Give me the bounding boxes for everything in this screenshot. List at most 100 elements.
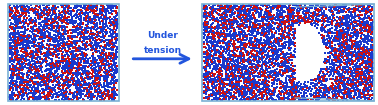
Point	[350, 79, 356, 81]
Point	[350, 51, 356, 53]
Point	[57, 12, 63, 14]
Point	[349, 90, 355, 92]
Point	[83, 83, 89, 85]
Point	[20, 52, 26, 53]
Point	[290, 88, 296, 89]
Point	[60, 10, 66, 12]
Point	[358, 26, 364, 27]
Point	[219, 17, 225, 19]
Point	[61, 67, 67, 69]
Point	[250, 72, 256, 74]
Point	[329, 68, 335, 70]
Point	[344, 59, 350, 61]
Point	[79, 77, 85, 79]
Point	[90, 18, 96, 20]
Point	[231, 42, 237, 44]
Point	[262, 42, 268, 44]
Point	[333, 27, 339, 29]
Point	[318, 10, 324, 12]
Point	[38, 81, 44, 83]
Point	[54, 60, 60, 61]
Point	[227, 58, 233, 60]
Point	[245, 52, 251, 53]
Point	[243, 26, 249, 27]
Point	[62, 70, 68, 72]
Point	[19, 50, 25, 51]
Point	[286, 47, 292, 49]
Point	[93, 62, 99, 63]
Point	[249, 90, 255, 92]
Point	[86, 96, 92, 98]
Point	[279, 69, 285, 70]
Point	[287, 79, 293, 81]
Point	[221, 39, 227, 41]
Point	[24, 85, 30, 87]
Point	[28, 69, 34, 71]
Point	[109, 87, 115, 89]
Point	[69, 38, 75, 39]
Point	[31, 21, 37, 23]
Point	[19, 92, 25, 93]
Point	[248, 51, 254, 53]
Point	[231, 13, 237, 15]
Point	[213, 67, 219, 69]
Point	[15, 61, 22, 62]
Point	[28, 71, 34, 73]
Point	[340, 76, 346, 78]
Point	[336, 50, 342, 51]
Point	[326, 59, 332, 61]
Point	[8, 37, 14, 38]
Point	[323, 8, 329, 9]
Point	[235, 65, 241, 67]
Point	[50, 89, 56, 91]
Point	[318, 68, 324, 70]
Point	[96, 75, 102, 77]
Point	[62, 66, 68, 68]
Point	[41, 93, 47, 95]
Point	[64, 99, 70, 100]
Point	[220, 26, 226, 28]
Point	[83, 87, 89, 89]
Point	[65, 38, 71, 39]
Point	[335, 61, 341, 63]
Point	[215, 59, 222, 60]
Point	[260, 22, 266, 24]
Point	[292, 77, 298, 79]
Point	[242, 21, 248, 22]
Point	[285, 96, 291, 98]
Point	[350, 67, 356, 68]
Point	[349, 45, 355, 47]
Point	[302, 15, 308, 17]
Point	[33, 81, 39, 83]
Point	[209, 37, 215, 39]
Point	[237, 41, 243, 43]
Point	[321, 81, 327, 82]
Point	[270, 98, 276, 99]
Point	[290, 10, 296, 12]
Point	[67, 91, 73, 93]
Point	[221, 16, 227, 18]
Point	[114, 23, 120, 24]
Point	[99, 92, 105, 93]
Point	[366, 77, 372, 78]
Point	[354, 53, 360, 55]
Point	[213, 92, 219, 93]
Point	[23, 39, 29, 41]
Point	[365, 68, 371, 69]
Point	[303, 16, 309, 18]
Point	[338, 83, 344, 84]
Point	[245, 88, 251, 89]
Point	[77, 88, 83, 90]
Point	[21, 93, 27, 94]
Point	[212, 10, 218, 11]
Point	[109, 93, 115, 95]
Point	[40, 26, 46, 28]
Point	[279, 98, 285, 100]
Point	[354, 79, 360, 80]
Point	[90, 47, 96, 49]
Point	[229, 86, 235, 88]
Point	[7, 4, 13, 6]
Point	[9, 8, 15, 10]
Point	[42, 20, 48, 22]
Point	[203, 11, 209, 13]
